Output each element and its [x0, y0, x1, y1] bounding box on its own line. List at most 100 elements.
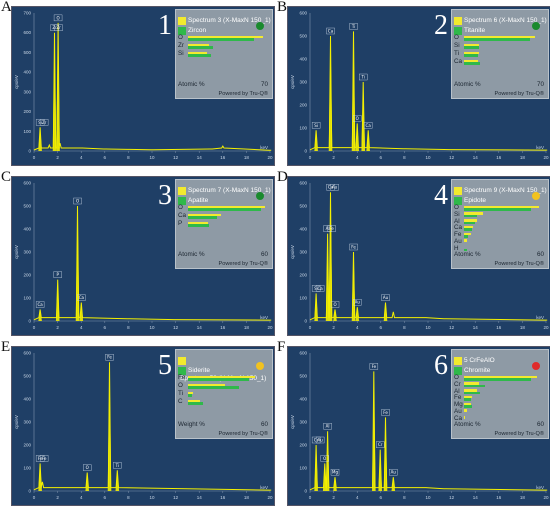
- peak-label-box: [327, 225, 336, 232]
- peak-label-box: [330, 468, 340, 476]
- panel-letter: F: [277, 339, 286, 355]
- y-tick-label: 500: [23, 50, 31, 55]
- x-axis-label: keV: [260, 315, 268, 320]
- reference-bar: [188, 224, 210, 227]
- measured-bar: [188, 51, 208, 54]
- reference-bar: [188, 54, 211, 57]
- y-tick-label: 400: [23, 227, 31, 232]
- measured-bar: [464, 59, 478, 62]
- peak-label-box: [353, 298, 362, 306]
- y-tick-label: 500: [23, 204, 31, 209]
- element-symbol: Si: [178, 50, 184, 57]
- spectrum-peak: [314, 293, 318, 321]
- panel-letter: E: [1, 339, 11, 355]
- element-row: O: [178, 204, 270, 212]
- y-tick-label: 200: [23, 273, 31, 278]
- mineral-swatch: [178, 366, 186, 375]
- x-tick-label: 16: [496, 495, 502, 500]
- element-row: Ti: [178, 390, 270, 398]
- peak-label: Ti: [351, 24, 355, 29]
- x-tick-label: 4: [356, 155, 359, 160]
- element-symbol: Fe: [454, 394, 462, 402]
- x-tick-label: 0: [309, 325, 312, 330]
- x-tick-label: 6: [380, 155, 383, 160]
- spectrum-peak: [38, 463, 42, 491]
- panel-a: A 0 2 4 6 8 10 12 14 16 18 20 0 100 200 300 400 500 600 700…: [0, 0, 275, 168]
- element-row: C: [178, 398, 270, 406]
- peak-label-box: [323, 422, 332, 430]
- composition-basis: Atomic %: [454, 81, 481, 88]
- x-tick-label: 10: [149, 325, 155, 330]
- spectrum-peak: [372, 371, 376, 491]
- element-row: Ca: [454, 415, 546, 422]
- y-tick-label: 600: [23, 30, 31, 35]
- spectrum-peak: [322, 463, 327, 491]
- y-tick-label: 200: [299, 443, 307, 448]
- x-tick-label: 4: [80, 155, 83, 160]
- y-tick-label: 400: [299, 397, 307, 402]
- quant-legend: Spectrum 59 (X-MaxN 150_1)SideriteFeOTiC…: [175, 349, 273, 439]
- x-tick-label: 8: [127, 325, 130, 330]
- measured-bar: [464, 409, 467, 412]
- x-tick-label: 18: [244, 495, 250, 500]
- x-tick-label: 12: [449, 325, 455, 330]
- peak-label-box: [326, 27, 335, 35]
- mineral-swatch: [454, 196, 462, 205]
- mineral-name: Chromite: [464, 367, 491, 375]
- y-tick-label: 500: [299, 374, 307, 379]
- panel-number: 5: [158, 350, 172, 381]
- y-tick-label: 400: [23, 70, 31, 75]
- measured-bar: [188, 399, 200, 402]
- x-tick-label: 18: [520, 495, 526, 500]
- reference-bar: [188, 402, 203, 405]
- x-axis-label: keV: [536, 145, 544, 150]
- y-tick-label: 200: [23, 443, 31, 448]
- element-symbol: Au: [454, 237, 462, 245]
- x-tick-label: 12: [449, 495, 455, 500]
- x-tick-label: 14: [473, 155, 479, 160]
- x-tick-label: 14: [473, 495, 479, 500]
- quant-legend: Spectrum 6 (X-MaxN 150_1) Titanite O Si Ti Ca…: [451, 9, 549, 99]
- peak-label: Ca: [318, 286, 324, 291]
- element-row: Fe: [178, 374, 270, 382]
- y-tick-label: 500: [299, 34, 307, 39]
- y-tick-label: 100: [299, 126, 307, 131]
- peak-label-box: [105, 353, 114, 361]
- peak-label: Fe: [383, 410, 388, 415]
- spectrum-swatch: [454, 186, 462, 195]
- element-symbol: Cr: [454, 380, 461, 388]
- x-tick-label: 18: [520, 155, 526, 160]
- x-tick-label: 2: [332, 325, 335, 330]
- spectrum-plot: 0 2 4 6 8 10 12 14 16 18 20 0 100 200 300 400 500 600 cps/…: [287, 6, 550, 166]
- x-tick-label: 0: [33, 325, 36, 330]
- measured-bar: [188, 221, 208, 224]
- mineral-swatch: [178, 26, 186, 35]
- spectrum-peak: [328, 36, 333, 151]
- x-tick-label: 4: [80, 325, 83, 330]
- element-row: Zr: [178, 42, 270, 50]
- measured-bar: [464, 395, 472, 399]
- x-tick-label: 14: [197, 155, 203, 160]
- element-symbol: Al: [454, 217, 460, 225]
- element-symbol: Ca: [454, 224, 463, 232]
- scale-max: 70: [536, 81, 544, 88]
- element-row: Ca: [454, 58, 546, 66]
- peak-label-box: [39, 455, 49, 462]
- spectrum-peak: [107, 362, 112, 491]
- y-tick-label: 0: [304, 489, 307, 494]
- spectrum-peak: [325, 431, 330, 491]
- measured-bar: [188, 391, 194, 394]
- legend-mineral: Titanite: [454, 22, 485, 35]
- x-tick-label: 0: [309, 155, 312, 160]
- peak-label: O: [323, 456, 326, 461]
- spectrum-plot: 0 2 4 6 8 10 12 14 16 18 20 0 100 200 300 400 500 600 700 c…: [11, 6, 275, 166]
- peak-label: O: [86, 465, 89, 470]
- element-rows: O Ca P: [178, 204, 270, 228]
- element-rows: O Si Ti Ca: [454, 34, 546, 66]
- spectrum-chart: 0 2 4 6 8 10 12 14 16 18 200100200300400500600cps/…: [14, 181, 273, 331]
- mineral-swatch: [454, 26, 462, 35]
- y-tick-label: 200: [299, 103, 307, 108]
- spectrum-swatch: [178, 186, 186, 195]
- x-tick-label: 18: [244, 325, 250, 330]
- spectrum-name: Spectrum 6 (X-MaxN 150_1): [464, 17, 547, 25]
